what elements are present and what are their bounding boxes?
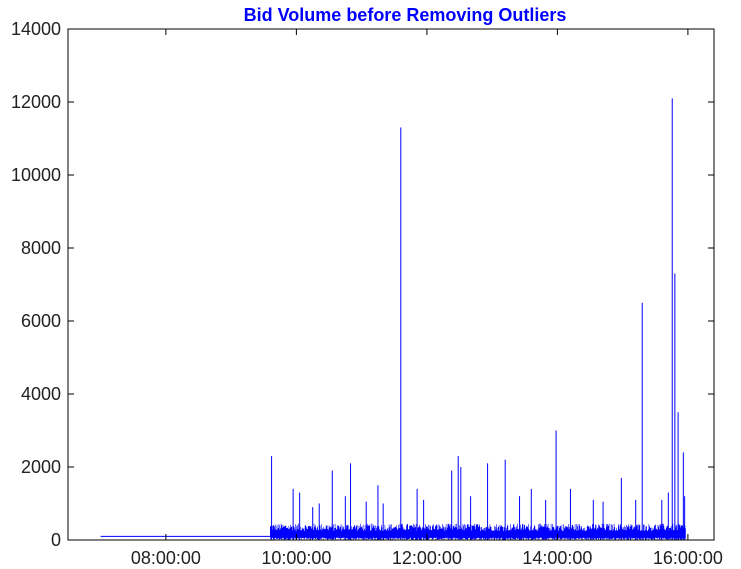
y-tick-label: 0 (51, 530, 61, 550)
x-tick-label: 10:00:00 (261, 548, 331, 568)
data-layer (100, 98, 686, 540)
y-tick-label: 8000 (21, 238, 61, 258)
y-tick-label: 6000 (21, 311, 61, 331)
x-tick-label: 16:00:00 (653, 548, 723, 568)
x-tick-label: 12:00:00 (392, 548, 462, 568)
y-tick-label: 10000 (11, 165, 61, 185)
x-tick-label: 14:00:00 (522, 548, 592, 568)
chart-title: Bid Volume before Removing Outliers (244, 5, 567, 25)
axis-ticks: 0 2000 4000 6000 8000 10000 12000 14000 08:00:00… (11, 19, 723, 568)
x-tick-label: 08:00:00 (131, 548, 201, 568)
y-tick-label: 14000 (11, 19, 61, 39)
y-tick-label: 12000 (11, 92, 61, 112)
plot-frame (67, 28, 715, 541)
y-tick-label: 2000 (21, 457, 61, 477)
y-tick-label: 4000 (21, 384, 61, 404)
